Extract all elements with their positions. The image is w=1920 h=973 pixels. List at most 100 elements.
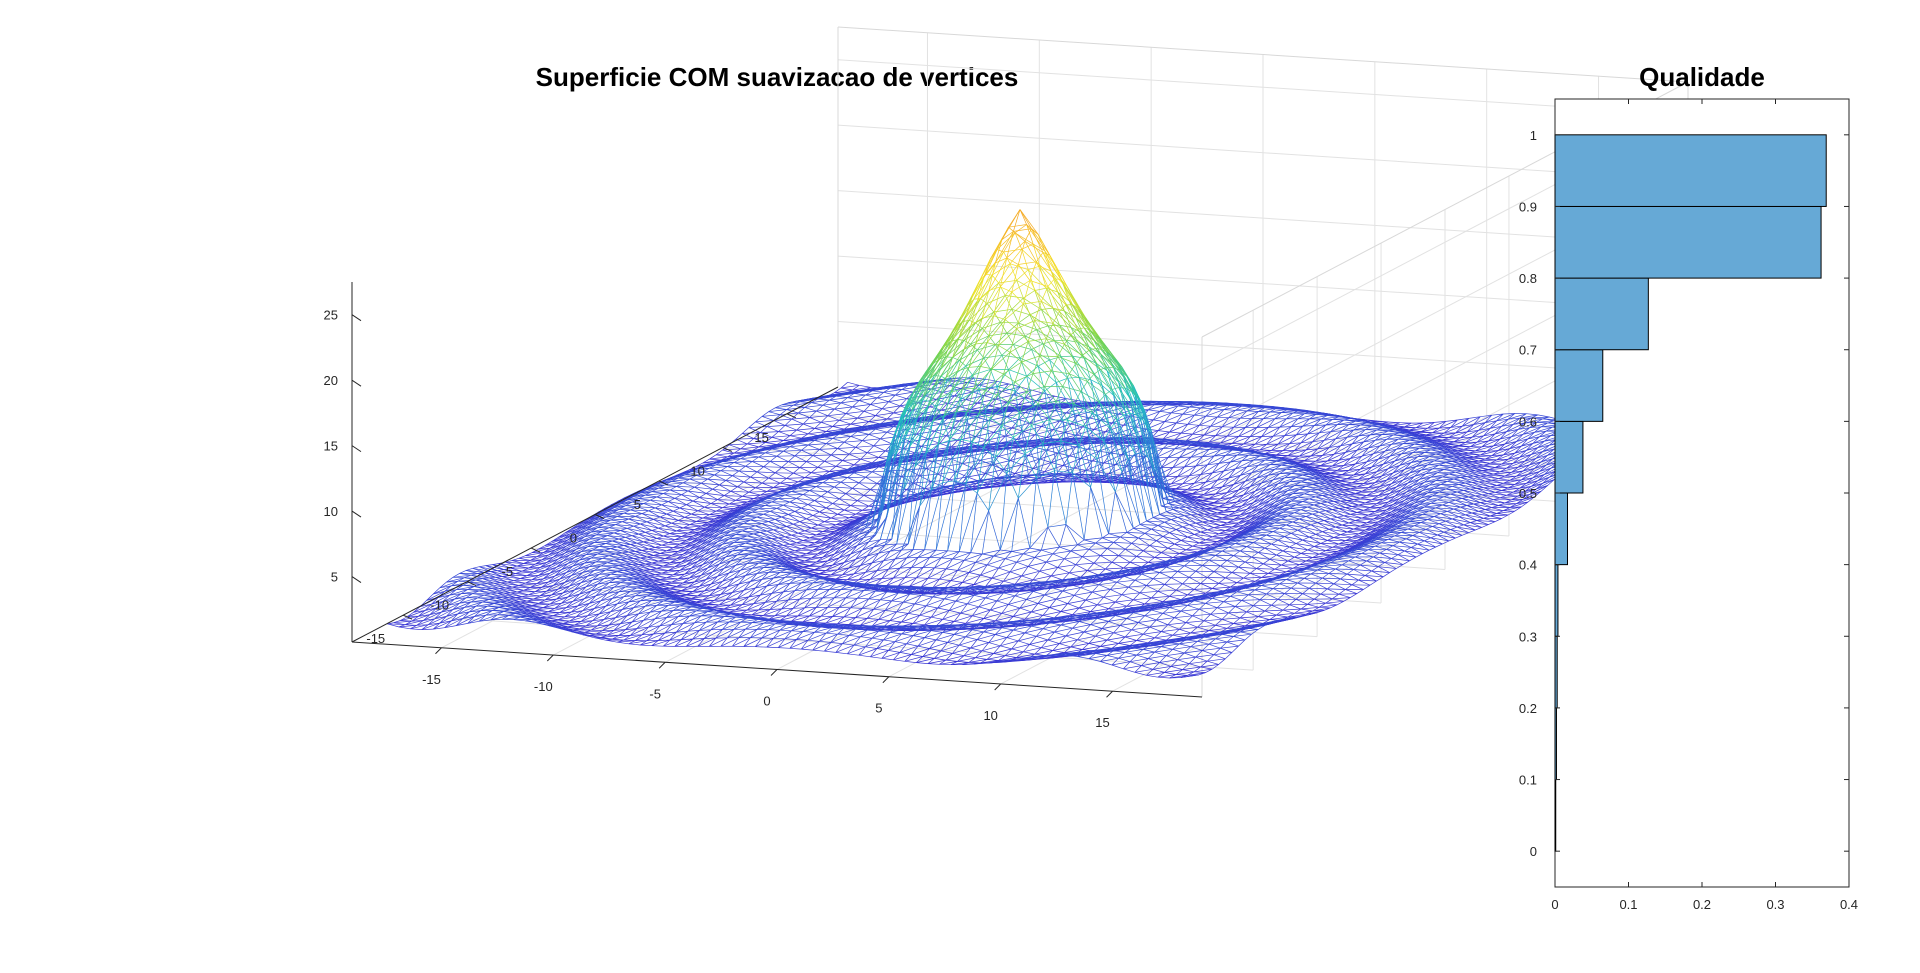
mesh-edge: [821, 433, 840, 438]
mesh-edge: [743, 481, 763, 484]
mesh-edge: [1194, 414, 1206, 417]
mesh-edge: [835, 460, 843, 467]
mesh-edge: [783, 449, 802, 452]
mesh-edge: [766, 426, 779, 432]
mesh-edge: [1281, 412, 1293, 414]
mesh-edge: [913, 391, 925, 396]
mesh-edge: [640, 523, 653, 531]
mesh-edge: [937, 379, 945, 385]
mesh-edge: [1021, 458, 1040, 465]
mesh-edge: [709, 454, 717, 460]
mesh-edge: [829, 478, 842, 483]
mesh-edge: [1001, 409, 1014, 412]
mesh-edge: [1046, 449, 1058, 454]
mesh-edge: [881, 424, 894, 427]
mesh-edge: [809, 433, 828, 438]
mesh-edge: [709, 514, 721, 516]
mesh-edge: [768, 407, 776, 413]
mesh-edge: [785, 423, 804, 426]
mesh-edge: [655, 504, 662, 509]
mesh-edge: [702, 459, 722, 464]
mesh-edge: [625, 535, 633, 538]
mesh-edge: [722, 461, 735, 463]
mesh-edge: [602, 530, 615, 534]
mesh-edge: [765, 440, 784, 443]
mesh-edge: [835, 464, 855, 467]
mesh-edge: [791, 417, 810, 420]
mesh-edge: [990, 407, 1009, 410]
mesh-edge: [745, 515, 758, 518]
mesh-edge: [748, 426, 768, 428]
mesh-edge: [793, 467, 801, 474]
mesh-edge: [676, 530, 689, 534]
mesh-edge: [883, 391, 896, 396]
mesh-edge: [834, 406, 853, 410]
mesh-edge: [1172, 456, 1192, 468]
mesh-edge: [965, 414, 978, 418]
mesh-edge: [862, 440, 874, 447]
mesh-edge: [863, 495, 876, 502]
mesh-edge: [727, 466, 740, 472]
mesh-edge: [827, 430, 846, 435]
mesh-edge: [847, 397, 860, 401]
mesh-edge: [931, 385, 950, 390]
mesh-edge: [824, 460, 837, 467]
mesh-edge: [840, 384, 860, 389]
mesh-edge: [794, 507, 802, 512]
mesh-edge: [715, 449, 723, 456]
mesh-edge: [837, 448, 850, 455]
mesh-edge: [854, 393, 866, 396]
mesh-edge: [924, 391, 943, 396]
mesh-edge: [1279, 418, 1298, 428]
mesh-edge: [714, 474, 733, 477]
mesh-edge: [1217, 416, 1229, 419]
mesh-edge: [785, 439, 804, 444]
mesh-edge: [857, 495, 865, 501]
mesh-edge: [826, 428, 845, 432]
mesh-edge: [755, 416, 763, 423]
mesh-edge: [857, 411, 865, 419]
mesh-edge: [780, 481, 799, 484]
mesh-edge: [819, 448, 838, 450]
mesh-edge: [753, 438, 766, 443]
mesh-edge: [1161, 457, 1180, 468]
mesh-edge: [858, 394, 866, 401]
mesh-edge: [778, 429, 797, 432]
mesh-edge: [807, 500, 815, 505]
mesh-edge: [807, 444, 820, 450]
mesh-edge: [770, 461, 782, 468]
mesh-edge: [839, 431, 858, 435]
mesh-edge: [778, 498, 790, 503]
grid-line: [837, 190, 1689, 247]
mesh-edge: [845, 406, 853, 414]
mesh-edge: [858, 476, 866, 484]
mesh-edge: [850, 505, 863, 511]
mesh-edge: [646, 519, 654, 523]
mesh-edge: [791, 418, 804, 425]
mesh-edge: [1300, 433, 1308, 444]
mesh-edge: [868, 428, 876, 435]
mesh-edge: [888, 419, 907, 423]
mesh-edge: [960, 384, 980, 389]
mesh-edge: [1266, 435, 1285, 445]
mesh-edge: [806, 455, 814, 462]
mesh-edge: [845, 430, 858, 432]
mesh-edge: [860, 458, 873, 464]
mesh-edge: [793, 404, 805, 408]
mesh-edge: [1013, 389, 1032, 396]
mesh-edge: [832, 423, 851, 427]
mesh-edge: [827, 413, 846, 417]
mesh-edge: [1254, 435, 1274, 445]
mesh-edge: [965, 411, 973, 416]
mesh-edge: [820, 415, 829, 423]
mesh-edge: [914, 461, 934, 464]
mesh-edge: [1273, 426, 1292, 437]
mesh-edge: [595, 534, 608, 536]
mesh-edge: [801, 504, 809, 509]
mesh-edge: [875, 412, 894, 416]
mesh-edge: [673, 507, 680, 512]
mesh-edge: [857, 415, 876, 419]
mesh-edge: [816, 408, 835, 412]
mesh-edge: [881, 422, 901, 426]
mesh-edge: [702, 458, 710, 464]
